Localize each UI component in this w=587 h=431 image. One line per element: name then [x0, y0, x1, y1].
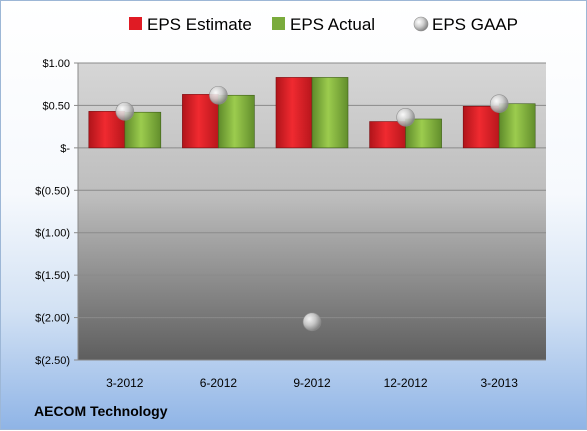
legend-label: EPS GAAP: [432, 15, 518, 34]
eps-actual-bar: [405, 118, 442, 149]
x-tick-label: 12-2012: [384, 376, 428, 390]
eps-actual-bar: [311, 77, 349, 149]
x-tick-label: 6-2012: [200, 376, 238, 390]
company-name: AECOM Technology: [34, 403, 168, 419]
x-axis: 3-2012 6-2012 9-2012 12-2012 3-2013: [78, 359, 546, 390]
legend: EPS Estimate EPS Actual EPS GAAP: [129, 15, 518, 34]
y-tick-label: $-: [60, 143, 70, 155]
y-tick-label: $(1.00): [35, 228, 70, 240]
eps-estimate-bar: [275, 77, 313, 149]
legend-estimate-swatch: [129, 17, 142, 30]
legend-actual-swatch: [272, 17, 285, 30]
y-axis: $1.00 $0.50 $- $(0.50) $(1.00) $(1.50) $(2.00)…: [35, 58, 79, 367]
eps-gaap-marker: [489, 94, 509, 114]
y-tick-label: $(1.50): [35, 270, 70, 282]
gaap-markers: [115, 85, 509, 332]
y-tick-label: $1.00: [42, 58, 70, 70]
eps-gaap-marker: [209, 85, 228, 105]
legend-label: EPS Estimate: [147, 15, 252, 34]
legend-label: EPS Actual: [290, 15, 375, 34]
eps-actual-bar: [218, 94, 255, 149]
eps-estimate-bar: [462, 105, 500, 149]
eps-estimate-bar: [369, 121, 406, 149]
eps-actual-bar: [498, 103, 536, 149]
legend-gaap-marker-icon: [413, 16, 429, 32]
y-tick-label: $(0.50): [35, 185, 70, 197]
x-tick-label: 3-2013: [481, 376, 519, 390]
y-tick-label: $(2.50): [35, 355, 70, 367]
x-tick-label: 9-2012: [293, 376, 331, 390]
eps-gaap-marker: [115, 102, 135, 121]
bars: [88, 77, 536, 149]
eps-gaap-marker: [396, 108, 415, 127]
x-tick-label: 3-2012: [106, 376, 144, 390]
eps-gaap-marker: [302, 312, 322, 332]
y-tick-label: $0.50: [42, 100, 70, 112]
y-tick-label: $(2.00): [35, 313, 70, 325]
